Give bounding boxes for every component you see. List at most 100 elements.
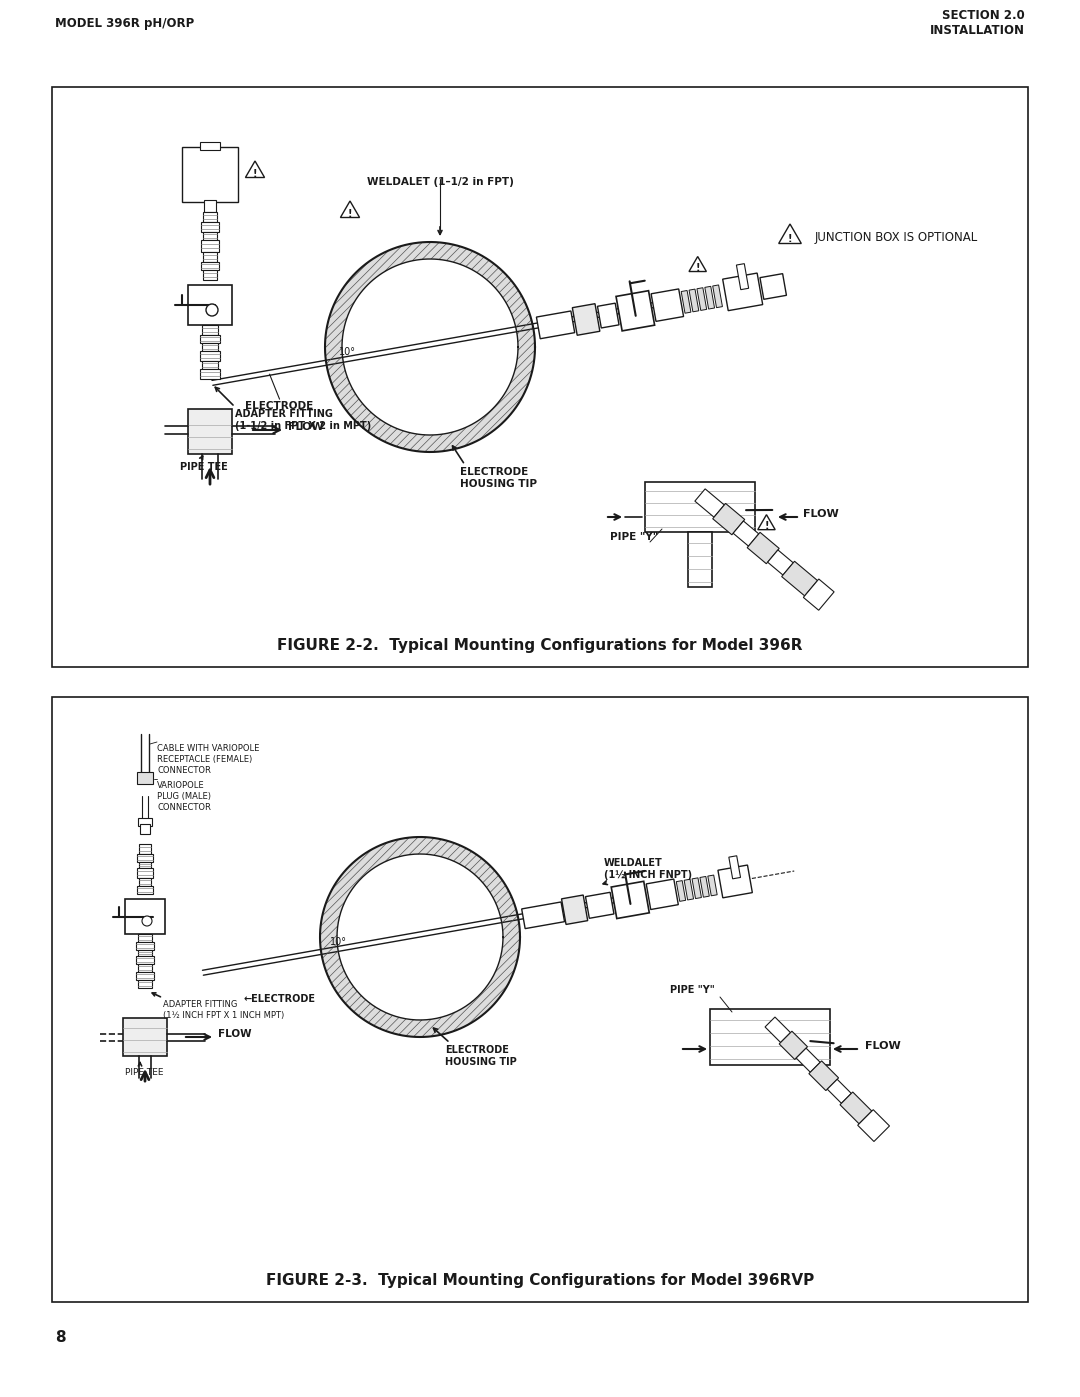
Text: SECTION 2.0: SECTION 2.0 xyxy=(942,8,1025,22)
Polygon shape xyxy=(681,291,691,313)
Polygon shape xyxy=(689,257,706,271)
Polygon shape xyxy=(684,879,693,900)
Text: FIGURE 2-3.  Typical Mounting Configurations for Model 396RVP: FIGURE 2-3. Typical Mounting Configurati… xyxy=(266,1273,814,1288)
Bar xyxy=(139,877,151,886)
Polygon shape xyxy=(713,503,745,535)
Bar xyxy=(204,200,216,212)
Polygon shape xyxy=(718,865,753,898)
Text: PIPE "Y": PIPE "Y" xyxy=(610,532,658,542)
Bar xyxy=(136,972,154,981)
Text: VARIOPOLE
PLUG (MALE)
CONNECTOR: VARIOPOLE PLUG (MALE) CONNECTOR xyxy=(157,781,211,812)
Polygon shape xyxy=(611,882,649,919)
Text: !: ! xyxy=(765,521,769,531)
Circle shape xyxy=(141,916,152,926)
Bar xyxy=(138,819,152,826)
Text: 10°: 10° xyxy=(329,937,347,947)
Bar xyxy=(203,232,217,240)
Polygon shape xyxy=(804,578,834,610)
Polygon shape xyxy=(697,288,706,310)
Polygon shape xyxy=(340,201,360,218)
Text: PIPE TEE: PIPE TEE xyxy=(125,1067,163,1077)
Polygon shape xyxy=(782,562,818,597)
Bar xyxy=(201,240,219,251)
Text: !: ! xyxy=(348,208,352,219)
Bar xyxy=(123,1018,167,1056)
Polygon shape xyxy=(840,1092,872,1123)
Text: INSTALLATION: INSTALLATION xyxy=(930,24,1025,36)
Bar xyxy=(202,326,218,335)
Text: PIPE TEE: PIPE TEE xyxy=(180,462,228,472)
Bar xyxy=(52,87,1028,666)
Text: ←ELECTRODE: ←ELECTRODE xyxy=(243,993,315,1003)
Polygon shape xyxy=(733,521,759,546)
Polygon shape xyxy=(692,877,701,898)
Polygon shape xyxy=(723,272,762,310)
Polygon shape xyxy=(747,532,779,564)
Polygon shape xyxy=(809,1060,838,1091)
Polygon shape xyxy=(616,291,654,331)
Polygon shape xyxy=(729,856,741,879)
Text: WELDALET
(1½ INCH FNPT): WELDALET (1½ INCH FNPT) xyxy=(604,858,692,880)
Bar xyxy=(710,1009,831,1065)
Text: 10°: 10° xyxy=(338,346,355,358)
Polygon shape xyxy=(765,1017,791,1042)
Polygon shape xyxy=(758,514,775,529)
Text: ELECTRODE
HOUSING TIP: ELECTRODE HOUSING TIP xyxy=(445,1045,516,1067)
Bar xyxy=(200,335,220,344)
Text: FLOW: FLOW xyxy=(804,509,839,520)
Text: FLOW: FLOW xyxy=(288,422,324,432)
Bar xyxy=(137,854,153,862)
Bar xyxy=(202,360,218,369)
Polygon shape xyxy=(779,224,801,243)
Polygon shape xyxy=(707,875,717,895)
Text: !: ! xyxy=(787,233,793,244)
Text: FLOW: FLOW xyxy=(865,1041,901,1051)
Polygon shape xyxy=(858,1109,890,1141)
Text: JUNCTION BOX IS OPTIONAL: JUNCTION BOX IS OPTIONAL xyxy=(815,231,978,243)
Polygon shape xyxy=(713,285,723,307)
Polygon shape xyxy=(522,902,565,929)
Bar xyxy=(200,142,220,149)
Bar xyxy=(52,697,1028,1302)
Bar xyxy=(138,981,152,988)
Bar xyxy=(200,369,220,379)
Bar xyxy=(125,900,165,935)
Bar xyxy=(203,212,217,222)
Bar xyxy=(138,950,152,956)
Polygon shape xyxy=(694,489,725,517)
Text: 8: 8 xyxy=(55,1330,66,1345)
Text: PIPE "Y": PIPE "Y" xyxy=(670,985,715,995)
Bar xyxy=(201,222,219,232)
Polygon shape xyxy=(779,1031,808,1059)
Circle shape xyxy=(206,305,218,316)
Polygon shape xyxy=(572,303,599,335)
Bar xyxy=(136,956,154,964)
Bar xyxy=(138,964,152,972)
Text: ADAPTER FITTING
(1½ INCH FPT X 1 INCH MPT): ADAPTER FITTING (1½ INCH FPT X 1 INCH MP… xyxy=(163,1000,284,1020)
Bar xyxy=(137,886,153,894)
Text: !: ! xyxy=(696,263,700,272)
Text: WELDALET (1–1/2 in FPT): WELDALET (1–1/2 in FPT) xyxy=(366,177,513,187)
Polygon shape xyxy=(646,879,678,909)
Text: ELECTRODE: ELECTRODE xyxy=(245,401,313,411)
Bar xyxy=(202,344,218,351)
Bar xyxy=(140,824,150,834)
Bar xyxy=(200,351,220,360)
Text: FLOW: FLOW xyxy=(218,1030,252,1039)
Polygon shape xyxy=(705,286,715,309)
Bar xyxy=(183,147,238,203)
Polygon shape xyxy=(689,289,699,312)
Bar xyxy=(138,935,152,942)
Bar xyxy=(201,263,219,270)
Text: CABLE WITH VARIOPOLE
RECEPTACLE (FEMALE)
CONNECTOR: CABLE WITH VARIOPOLE RECEPTACLE (FEMALE)… xyxy=(157,745,259,775)
Text: MODEL 396R pH/ORP: MODEL 396R pH/ORP xyxy=(55,17,194,29)
Polygon shape xyxy=(827,1080,851,1104)
Polygon shape xyxy=(796,1048,820,1073)
Polygon shape xyxy=(737,264,748,289)
Bar xyxy=(137,773,153,784)
Bar xyxy=(139,862,151,868)
Polygon shape xyxy=(651,289,684,321)
Polygon shape xyxy=(700,876,710,897)
Polygon shape xyxy=(585,893,613,918)
Bar xyxy=(203,270,217,279)
